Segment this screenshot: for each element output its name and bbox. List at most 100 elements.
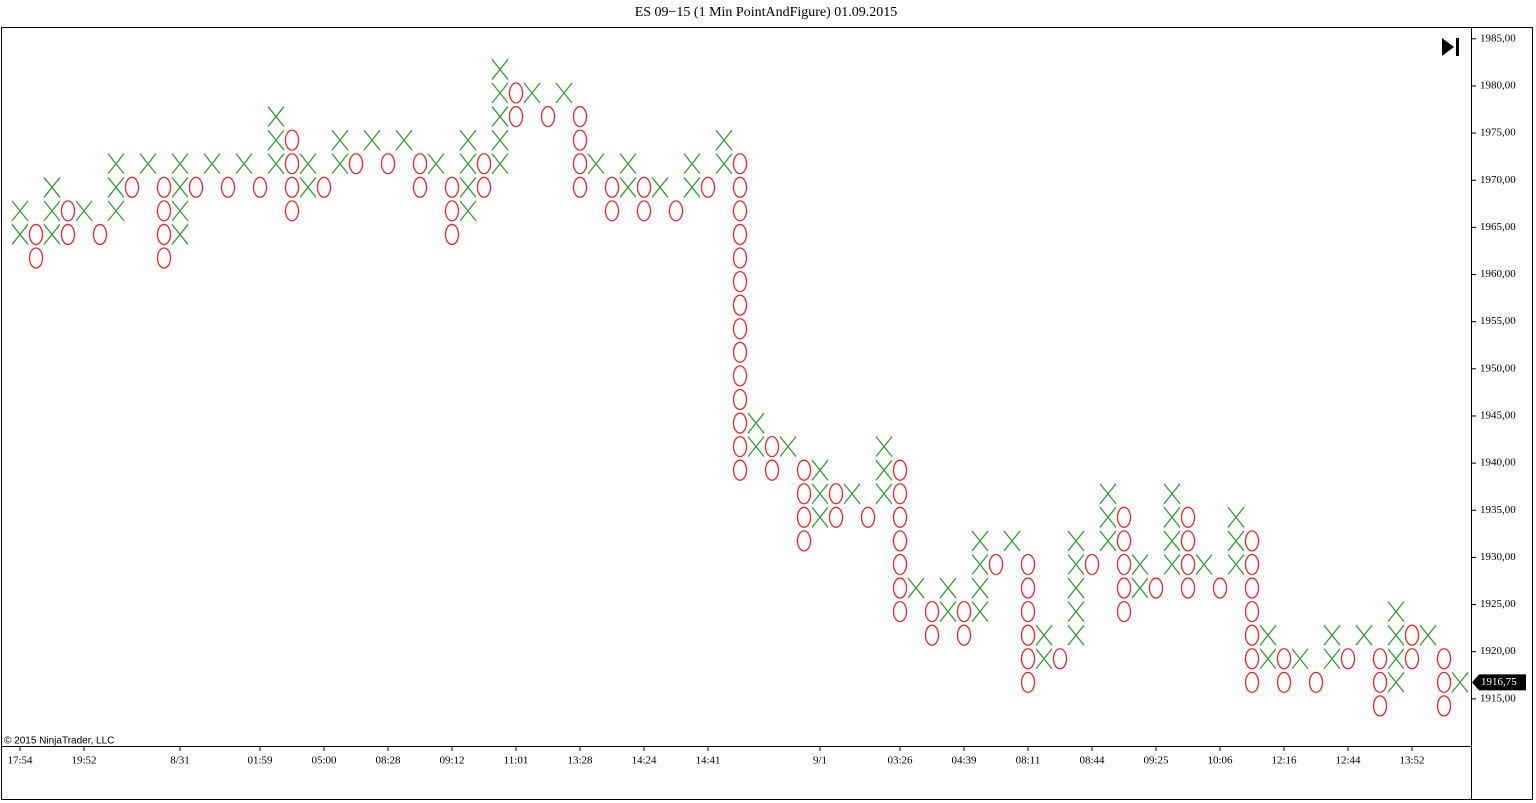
x-box (11, 224, 29, 245)
o-box (1180, 553, 1196, 576)
o-box (1084, 553, 1100, 576)
o-box (476, 153, 492, 175)
o-box (156, 200, 172, 222)
x-box (939, 577, 957, 599)
x-box (459, 176, 477, 198)
o-box (1116, 577, 1132, 599)
x-tick-label: 14:41 (695, 755, 720, 767)
x-box (491, 106, 509, 127)
o-box (1020, 671, 1036, 694)
x-box (619, 176, 637, 198)
last-price-label: 1916,75 (1481, 676, 1517, 688)
x-box (107, 176, 125, 198)
o-box (1180, 530, 1196, 552)
o-box (732, 435, 748, 458)
o-box (348, 153, 364, 175)
x-box (299, 176, 317, 198)
o-box (1340, 648, 1356, 670)
x-tick-label: 10:06 (1207, 755, 1233, 767)
x-box (1259, 624, 1277, 646)
o-box (636, 176, 652, 198)
x-box (1163, 530, 1181, 552)
x-box (1451, 671, 1469, 693)
x-box (1067, 554, 1085, 575)
x-box (939, 601, 957, 623)
o-box (508, 82, 524, 104)
x-box (971, 577, 989, 599)
o-box (1116, 506, 1132, 528)
x-box (171, 153, 189, 175)
o-box (860, 506, 876, 528)
o-box (732, 270, 748, 293)
x-tick-label: 19:52 (71, 755, 96, 767)
x-box (1323, 624, 1341, 646)
x-box (843, 483, 861, 505)
x-box (363, 129, 381, 151)
x-box (1067, 601, 1085, 623)
o-box (700, 176, 716, 198)
o-box (1436, 695, 1452, 717)
play-icon[interactable] (1442, 38, 1454, 56)
o-box (60, 223, 76, 246)
x-box (1163, 554, 1181, 575)
o-box (732, 176, 748, 198)
o-box (1276, 671, 1292, 694)
x-box (555, 82, 573, 104)
o-box (92, 223, 108, 246)
o-box (1148, 577, 1164, 599)
o-box (28, 247, 44, 269)
chart-title: ES 09−15 (1 Min PointAndFigure) 01.09.20… (635, 5, 898, 20)
o-box (732, 247, 748, 269)
x-box (1067, 624, 1085, 646)
frame (1, 27, 1533, 800)
y-tick-label: 1915,00 (1480, 692, 1516, 704)
y-tick-label: 1985,00 (1480, 32, 1516, 44)
x-box (459, 129, 477, 151)
x-box (1035, 648, 1053, 670)
o-box (124, 176, 140, 198)
x-box (11, 200, 29, 222)
x-box (1035, 624, 1053, 646)
o-box (732, 294, 748, 316)
o-box (252, 176, 268, 198)
x-tick-label: 05:00 (311, 755, 337, 767)
o-box (1180, 506, 1196, 528)
x-box (875, 483, 893, 505)
x-box (1355, 624, 1373, 646)
x-box (1227, 530, 1245, 552)
o-box (1308, 671, 1324, 694)
o-box (1404, 648, 1420, 670)
x-tick-label: 09:12 (439, 755, 464, 767)
x-box (747, 412, 765, 434)
x-box (779, 436, 797, 458)
o-box (732, 412, 748, 434)
o-box (892, 577, 908, 599)
o-box (604, 176, 620, 198)
o-box (156, 223, 172, 246)
o-box (732, 341, 748, 363)
x-box (971, 601, 989, 623)
x-tick-label: 09:25 (1143, 755, 1169, 767)
o-box (412, 176, 428, 198)
o-box (572, 129, 588, 151)
o-box (1244, 624, 1260, 646)
end-bar-icon[interactable] (1456, 38, 1459, 56)
x-box (1131, 577, 1149, 599)
y-tick-label: 1965,00 (1480, 221, 1516, 233)
x-box (171, 176, 189, 198)
x-tick-label: 13:28 (567, 755, 593, 767)
scroll-end-button[interactable] (1442, 38, 1459, 56)
y-tick-label: 1955,00 (1480, 315, 1516, 327)
o-box (796, 483, 812, 505)
o-box (1244, 648, 1260, 670)
x-box (267, 106, 285, 127)
o-box (1436, 648, 1452, 670)
x-box (1387, 671, 1405, 693)
o-box (764, 459, 780, 481)
o-box (1244, 553, 1260, 576)
y-tick-label: 1960,00 (1480, 268, 1516, 280)
o-box (284, 153, 300, 175)
o-box (732, 153, 748, 175)
o-box (220, 176, 236, 198)
x-box (267, 129, 285, 151)
